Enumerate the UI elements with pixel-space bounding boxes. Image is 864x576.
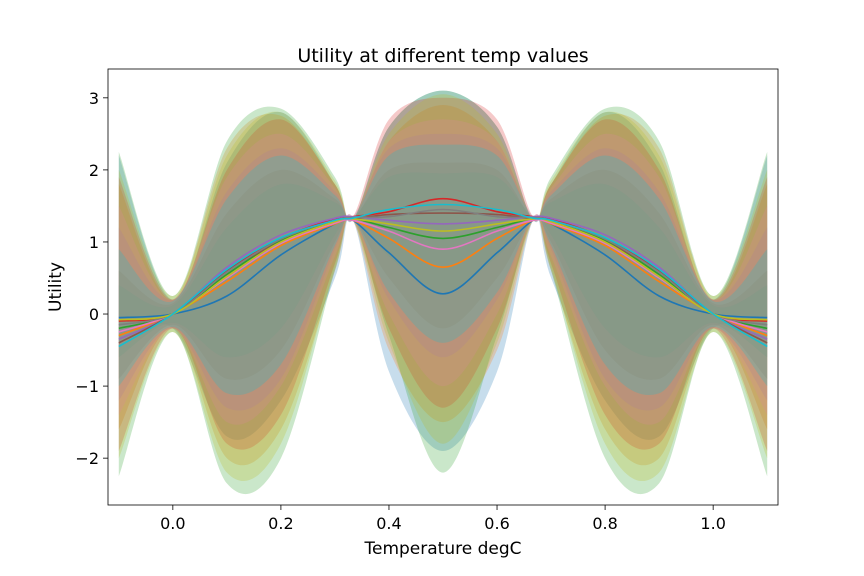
x-tick-label: 0.4 [376, 514, 401, 533]
series-line [118, 217, 768, 319]
y-tick-label: −2 [75, 449, 99, 468]
y-tick-label: −1 [75, 377, 99, 396]
y-tick-label: 1 [89, 233, 99, 252]
y-axis: −2 −1 0 1 2 3 [75, 89, 108, 468]
x-tick-label: 0.6 [484, 514, 509, 533]
series-line [118, 218, 768, 337]
y-tick-label: 3 [89, 89, 99, 108]
series-band [118, 119, 768, 425]
series-line [118, 208, 768, 326]
x-axis: 0.0 0.2 0.4 0.6 0.8 1.0 [160, 505, 726, 533]
x-tick-label: 0.0 [160, 514, 185, 533]
y-tick-label: 0 [89, 305, 99, 324]
series-line [118, 217, 768, 321]
series-line [118, 216, 768, 330]
series-band [118, 90, 768, 495]
y-axis-label: Utility [46, 262, 66, 312]
series-band [118, 94, 768, 482]
series-band [118, 133, 768, 411]
x-tick-label: 0.8 [592, 514, 617, 533]
x-tick-label: 0.2 [268, 514, 293, 533]
series-band [118, 97, 768, 452]
series-line [118, 218, 768, 333]
series-band [118, 172, 768, 358]
series-band [118, 144, 768, 396]
x-tick-label: 1.0 [700, 514, 725, 533]
plot-area [118, 90, 768, 495]
series-line [118, 203, 768, 348]
series-band [118, 105, 768, 466]
series-band [118, 90, 768, 451]
series-line [118, 215, 768, 340]
x-axis-label: Temperature degC [363, 539, 521, 559]
series-band [118, 162, 768, 380]
axes-frame [107, 68, 779, 506]
chart-title: Utility at different temp values [297, 45, 588, 67]
y-tick-label: 2 [89, 161, 99, 180]
